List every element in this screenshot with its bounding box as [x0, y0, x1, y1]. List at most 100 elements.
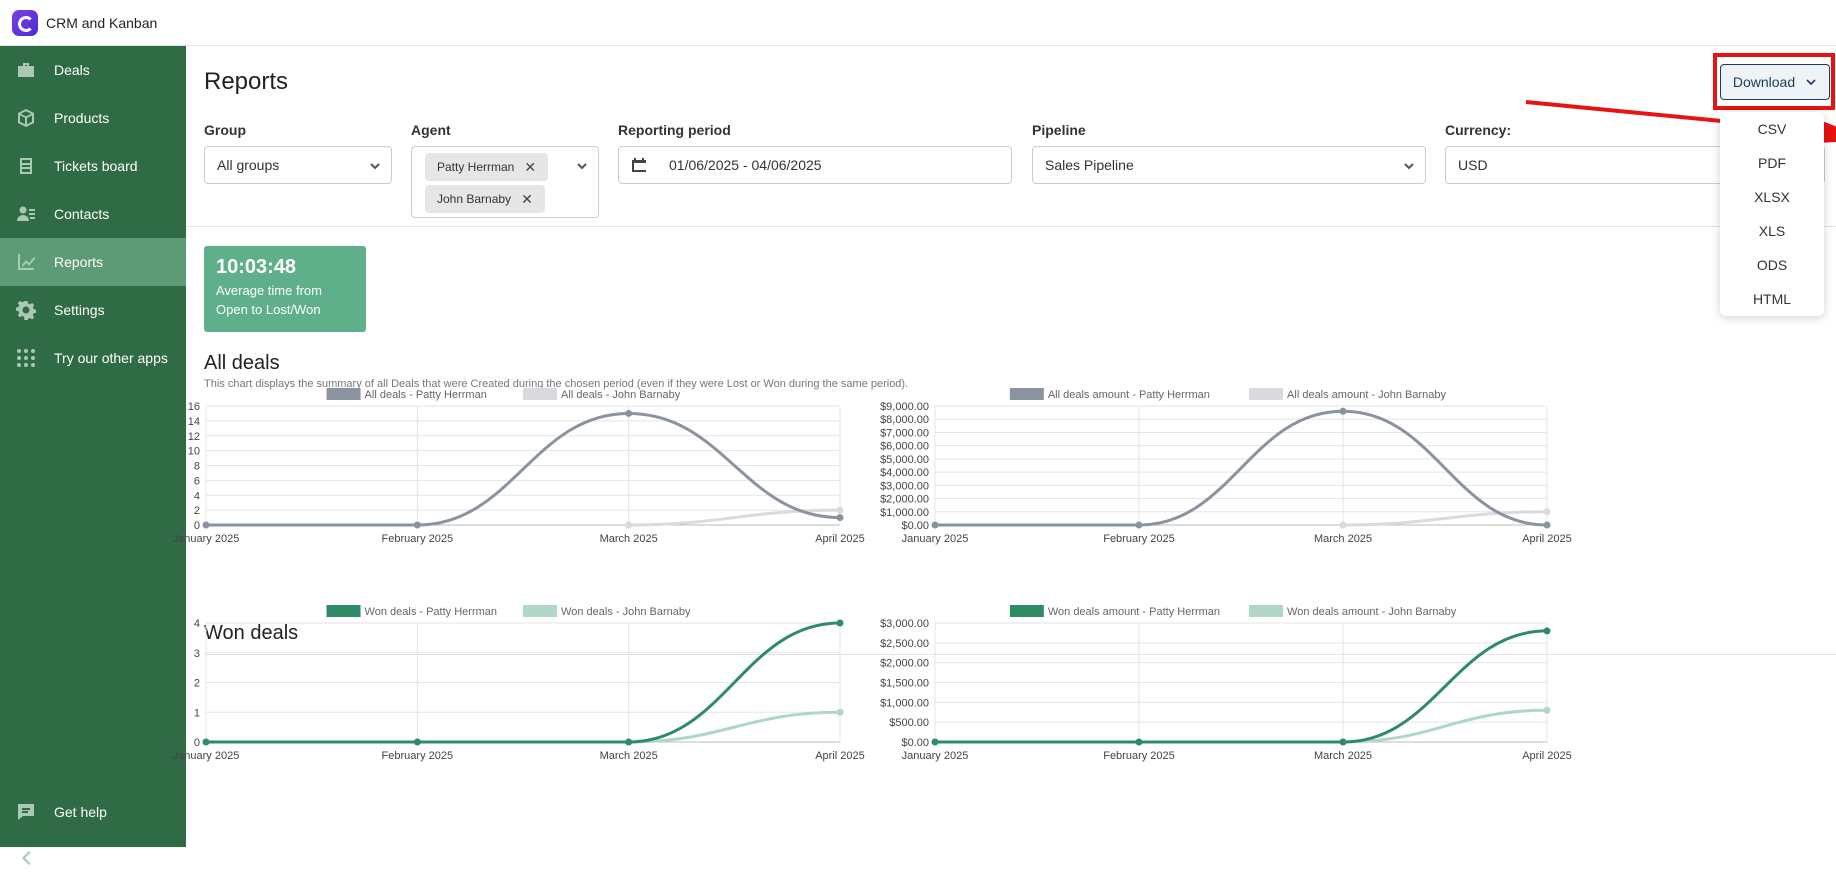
sidebar-item-reports[interactable]: Reports: [0, 238, 186, 286]
x-tick-label: April 2025: [815, 750, 865, 762]
group-select[interactable]: All groups: [204, 146, 392, 184]
data-point[interactable]: [836, 619, 844, 627]
agent-tag-label: John Barnaby: [437, 192, 512, 206]
y-tick-label: $8,000.00: [880, 414, 929, 426]
data-point[interactable]: [1135, 738, 1143, 746]
sidebar-item-label: Collapse: [54, 850, 109, 866]
sidebar-item-label: Reports: [54, 254, 104, 270]
chevron-down-icon[interactable]: [576, 159, 588, 171]
data-point[interactable]: [202, 738, 210, 746]
y-tick-label: $6,000.00: [880, 441, 929, 453]
data-point[interactable]: [625, 409, 633, 417]
chart-icon: [16, 252, 36, 272]
app-logo-icon: [12, 9, 38, 36]
grid-icon: [16, 348, 36, 368]
data-point[interactable]: [836, 514, 844, 522]
sidebar-item-tickets-board[interactable]: Tickets board: [0, 142, 186, 190]
data-point[interactable]: [413, 738, 421, 746]
series-line: [935, 629, 1548, 744]
calendar-icon: [631, 157, 647, 173]
help-icon: [16, 802, 36, 822]
data-point[interactable]: [836, 506, 844, 514]
sidebar-item-deals[interactable]: Deals: [0, 46, 186, 94]
sidebar-item-label: Get help: [54, 804, 107, 820]
legend-label[interactable]: All deals - John Barnaby: [561, 389, 681, 401]
x-tick-label: March 2025: [1314, 750, 1372, 762]
remove-tag-icon[interactable]: ✕: [524, 158, 537, 175]
chevron-down-icon: [1805, 76, 1817, 88]
sidebar-item-other-apps[interactable]: Try our other apps: [0, 334, 186, 382]
y-tick-label: $2,500.00: [880, 638, 929, 650]
legend-swatch[interactable]: [523, 388, 558, 400]
sidebar-item-settings[interactable]: Settings: [0, 286, 186, 334]
legend-label[interactable]: Won deals amount - Patty Herrman: [1048, 606, 1220, 618]
data-point[interactable]: [1339, 521, 1347, 529]
reporting-period-input[interactable]: 01/06/2025 - 04/06/2025: [618, 146, 1012, 184]
pipeline-select[interactable]: Sales Pipeline: [1032, 146, 1426, 184]
legend-label[interactable]: All deals amount - John Barnaby: [1287, 389, 1446, 401]
sidebar-item-products[interactable]: Products: [0, 94, 186, 142]
x-tick-label: January 2025: [173, 533, 240, 545]
y-tick-label: $1,000.00: [880, 507, 929, 519]
agent-tag: John Barnaby ✕: [425, 185, 545, 213]
legend-label[interactable]: All deals amount - Patty Herrman: [1048, 389, 1210, 401]
series-line: [206, 411, 841, 527]
data-point[interactable]: [1339, 407, 1347, 415]
y-tick-label: $9,000.00: [880, 401, 929, 413]
data-point[interactable]: [1135, 521, 1143, 529]
avg-time-card: 10:03:48 Average time from Open to Lost/…: [204, 246, 366, 332]
legend-swatch[interactable]: [1249, 388, 1284, 400]
x-tick-label: February 2025: [1103, 533, 1175, 545]
data-point[interactable]: [1543, 521, 1551, 529]
data-point[interactable]: [1543, 706, 1551, 714]
data-point[interactable]: [836, 708, 844, 716]
all-deals-title: All deals: [204, 352, 280, 374]
data-point[interactable]: [202, 521, 210, 529]
x-tick-label: February 2025: [382, 533, 454, 545]
legend-swatch[interactable]: [1009, 605, 1044, 617]
legend-swatch[interactable]: [326, 605, 361, 617]
agent-multiselect[interactable]: Patty Herrman ✕ John Barnaby ✕: [411, 146, 599, 218]
download-option-xls[interactable]: XLS: [1758, 223, 1786, 239]
sidebar-item-get-help[interactable]: Get help: [0, 788, 186, 836]
download-option-ods[interactable]: ODS: [1756, 257, 1788, 273]
data-point[interactable]: [931, 738, 939, 746]
x-tick-label: January 2025: [902, 750, 969, 762]
download-option-html[interactable]: HTML: [1752, 291, 1792, 307]
download-option-xlsx[interactable]: XLSX: [1754, 189, 1790, 205]
sidebar-item-contacts[interactable]: Contacts: [0, 190, 186, 238]
reporting-period-value: 01/06/2025 - 04/06/2025: [669, 157, 822, 173]
legend-label[interactable]: Won deals - Patty Herrman: [365, 606, 497, 618]
all-deals-amount-chart: All deals amount - Patty Herrman All deal…: [880, 388, 1572, 545]
data-point[interactable]: [625, 521, 633, 529]
series-line: [628, 710, 841, 744]
agent-tag-label: Patty Herrman: [437, 160, 515, 174]
data-point[interactable]: [931, 521, 939, 529]
legend-swatch[interactable]: [523, 605, 558, 617]
remove-tag-icon[interactable]: ✕: [521, 190, 533, 207]
won-deals-title: Won deals: [204, 622, 299, 644]
sidebar-item-label: Try our other apps: [54, 350, 168, 366]
legend-swatch[interactable]: [326, 388, 361, 400]
pipeline-select-value: Sales Pipeline: [1045, 157, 1134, 173]
legend-swatch[interactable]: [1249, 605, 1284, 617]
download-button[interactable]: Download: [1720, 64, 1830, 100]
download-option-csv[interactable]: CSV: [1757, 121, 1787, 137]
data-point[interactable]: [413, 521, 421, 529]
legend-label[interactable]: All deals - Patty Herrman: [365, 389, 487, 401]
download-option-pdf[interactable]: PDF: [1758, 155, 1786, 171]
legend-label[interactable]: Won deals - John Barnaby: [561, 606, 691, 618]
sidebar-item-collapse[interactable]: Collapse: [0, 834, 186, 882]
y-tick-label: $0.00: [901, 520, 929, 532]
y-tick-label: 0: [194, 520, 200, 532]
group-select-value: All groups: [217, 157, 280, 173]
y-tick-label: $5,000.00: [880, 454, 929, 466]
data-point[interactable]: [1543, 508, 1551, 516]
sidebar-item-label: Deals: [54, 62, 90, 78]
data-point[interactable]: [1543, 627, 1551, 635]
legend-label[interactable]: Won deals amount - John Barnaby: [1287, 606, 1457, 618]
data-point[interactable]: [625, 738, 633, 746]
legend-swatch[interactable]: [1009, 388, 1044, 400]
data-point[interactable]: [1339, 738, 1347, 746]
divider: [204, 654, 1836, 655]
